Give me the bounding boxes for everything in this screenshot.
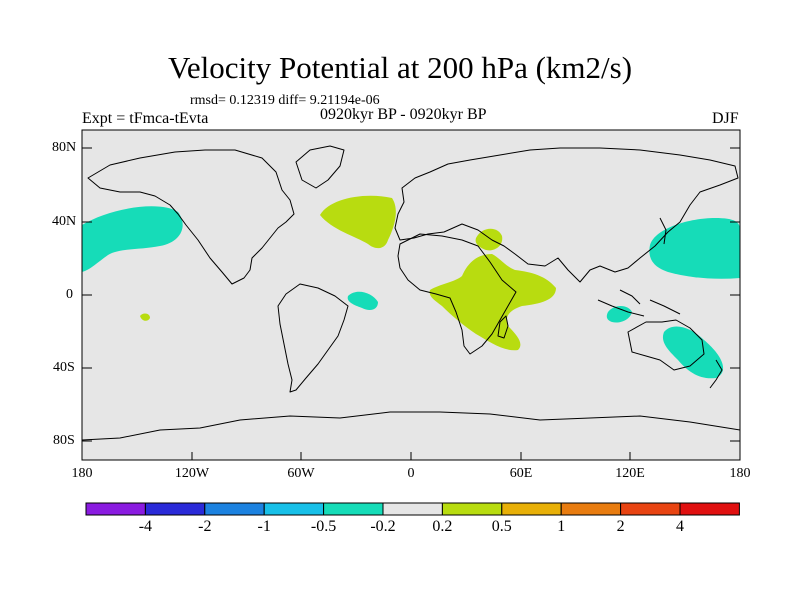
longitude-ticks — [81, 452, 741, 460]
colorbar-label: 1 — [557, 518, 566, 535]
anomaly-region-central-pacific — [140, 313, 150, 321]
coastline-north-america — [87, 149, 295, 285]
coastline-eurasia — [394, 147, 739, 283]
anomaly-region-mediterranean — [475, 228, 503, 251]
anomaly-region-africa-indian-ocean — [429, 254, 556, 351]
colorbar-swatch — [144, 502, 206, 516]
colorbar-swatch — [382, 502, 443, 516]
coastline-australia — [627, 319, 705, 371]
coastlines — [81, 145, 741, 441]
coastline-indonesia — [597, 289, 681, 317]
coastline-new-zealand — [709, 359, 723, 389]
map-title: Velocity Potential at 200 hPa (km2/s) — [167, 50, 633, 85]
lon-label-180-west: 180 — [71, 466, 93, 481]
anomaly-region-indonesia — [606, 306, 632, 323]
stats-line: rmsd= 0.12319 diff= 9.21194e-06 — [190, 93, 380, 108]
experiment-label: Expt = tFmca-tEvta — [82, 110, 209, 127]
coastline-japan — [659, 217, 667, 245]
lat-label-equator: 0 — [66, 287, 73, 302]
colorbar — [85, 502, 740, 516]
colorbar-label: -0.5 — [310, 518, 337, 535]
anomaly-region-atlantic — [347, 291, 378, 310]
colorbar-label: -4 — [138, 518, 153, 535]
colorbar-swatch — [560, 502, 622, 516]
colorbar-label: 0.2 — [432, 518, 453, 535]
negative-anomaly-regions — [82, 206, 740, 379]
colorbar-label: -0.2 — [370, 518, 396, 535]
coastline-antarctica — [81, 411, 741, 441]
colorbar-label: -1 — [257, 518, 271, 535]
lat-label-80s: 80S — [53, 433, 75, 448]
colorbar-label: 0.5 — [491, 518, 512, 535]
colorbar-swatch — [679, 502, 740, 516]
period-label: 0920kyr BP - 0920kyr BP — [320, 106, 487, 123]
lon-label-60w: 60W — [287, 466, 315, 481]
lon-label-120e: 120E — [615, 466, 645, 481]
latitude-ticks — [82, 147, 740, 442]
anomaly-region-australia — [662, 326, 724, 379]
colorbar-swatch — [204, 502, 265, 516]
lon-label-0: 0 — [407, 466, 415, 481]
colorbar-swatch — [323, 502, 384, 516]
colorbar-label: 4 — [676, 518, 684, 535]
coastline-south-america — [277, 283, 349, 393]
coastline-greenland — [295, 145, 345, 189]
coastline-africa — [397, 233, 517, 355]
lat-label-40n: 40N — [52, 214, 77, 229]
colorbar-swatch — [85, 502, 146, 516]
colorbar-swatch — [263, 502, 325, 516]
colorbar-label: -2 — [198, 518, 212, 535]
lat-label-40s: 40S — [53, 360, 75, 375]
map-panel — [81, 129, 741, 461]
lon-label-180-east: 180 — [729, 466, 751, 481]
season-label: DJF — [712, 110, 739, 127]
lon-label-60e: 60E — [509, 466, 533, 481]
map-background — [82, 130, 740, 460]
lon-label-120w: 120W — [174, 466, 210, 481]
colorbar-label: 2 — [616, 518, 625, 535]
lat-label-80n: 80N — [52, 140, 77, 155]
positive-anomaly-regions — [140, 195, 556, 351]
colorbar-swatch — [620, 502, 681, 516]
anomaly-region-north-pacific-east — [82, 206, 183, 272]
coastline-madagascar — [497, 315, 509, 339]
anomaly-region-north-atlantic — [320, 195, 396, 249]
colorbar-swatch — [441, 502, 503, 516]
anomaly-region-north-pacific-west — [649, 218, 740, 279]
colorbar-swatch — [501, 502, 562, 516]
